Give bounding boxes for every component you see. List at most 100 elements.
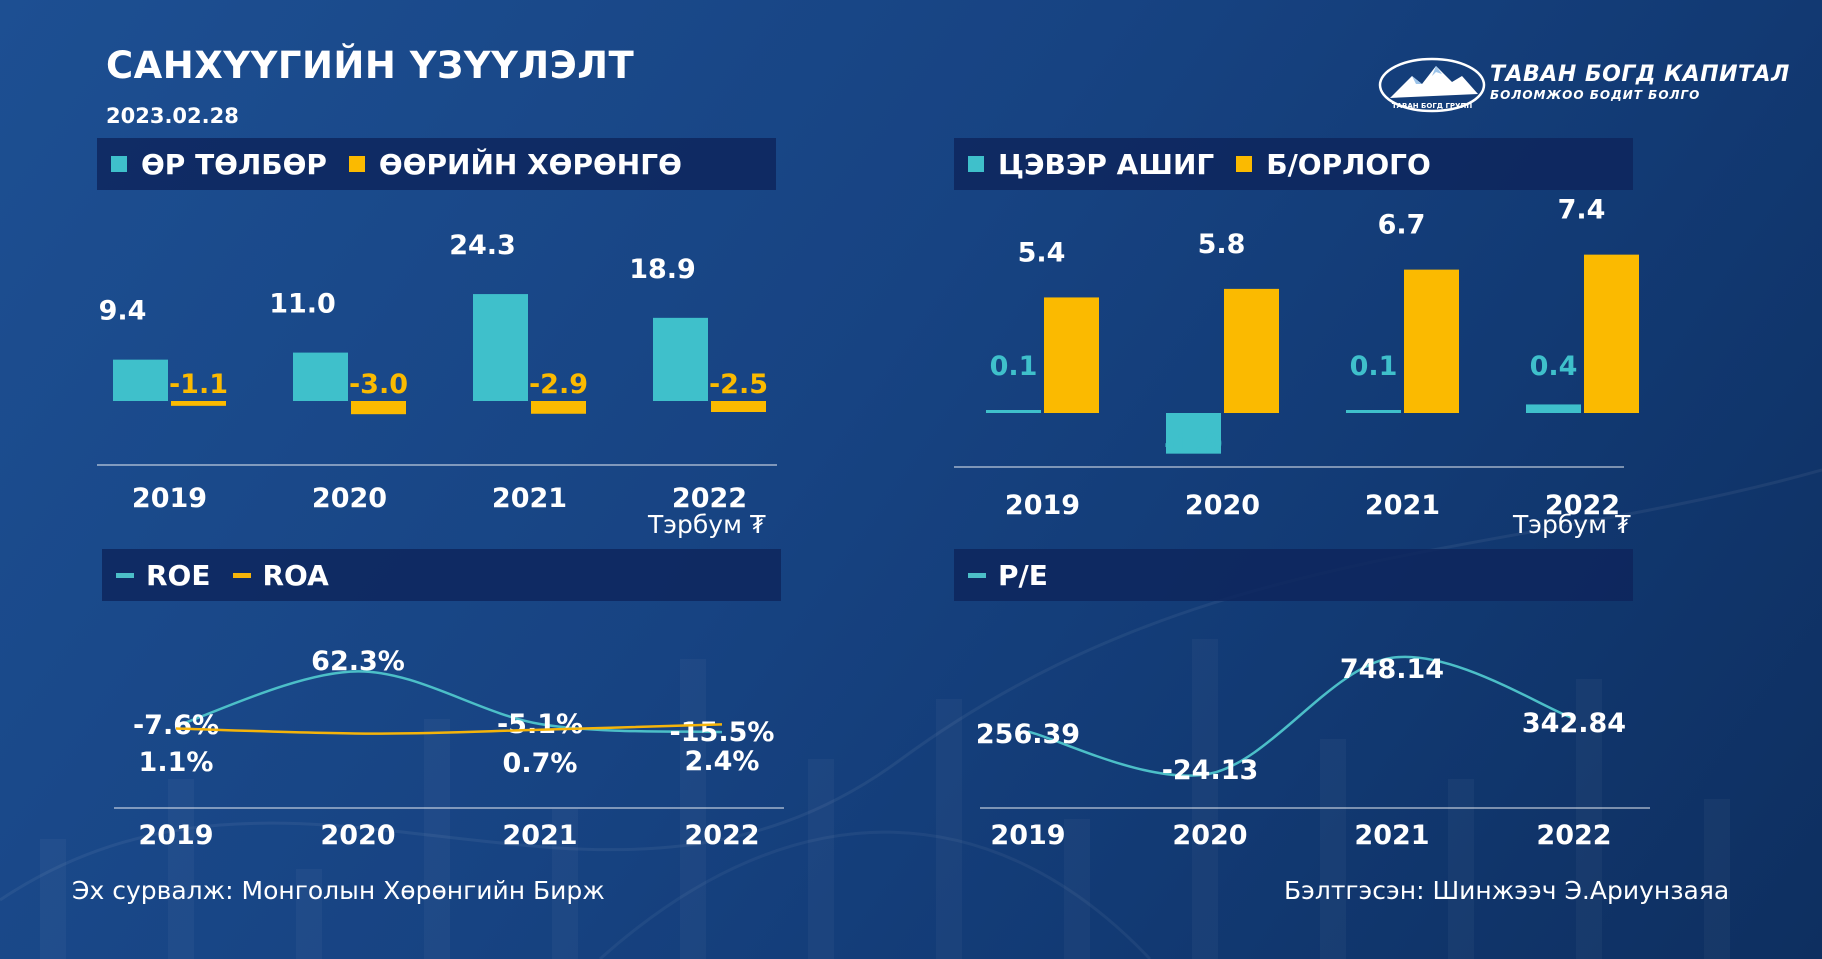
- bar-yellow: [1224, 288, 1279, 413]
- unit-label-profit-revenue: Тэрбум ₮: [1513, 510, 1631, 539]
- bar-data-label: -2.5: [709, 369, 768, 400]
- chart-profit-revenue: 2019 0.1 5.4 2020 -1.9 5.8 2021 0.1 6.7 2022 0.4 7.…: [954, 195, 1639, 521]
- mountain-logo-icon: ТАВАН БОГД ГРУПП: [1378, 57, 1486, 113]
- data-label: -15.5%: [670, 717, 775, 748]
- bar-data-label: 0.1: [990, 351, 1038, 382]
- legend-label: ROA: [262, 558, 329, 592]
- bar-teal: [1166, 413, 1221, 454]
- bar-data-label: 9.4: [99, 296, 147, 327]
- data-label: -7.6%: [133, 710, 219, 741]
- legend-line-teal: [968, 572, 986, 578]
- bar-data-label: -1.1: [169, 369, 228, 400]
- bar-data-label: -1.9: [1164, 429, 1223, 460]
- legend-profit-revenue: ЦЭВЭР АШИГ Б/ОРЛОГО: [954, 138, 1633, 190]
- legend-pe: P/E: [954, 549, 1633, 601]
- legend-item-roa: ROA: [232, 558, 329, 592]
- x-tick-label: 2020: [320, 820, 395, 851]
- legend-roe-roa: ROE ROA: [102, 549, 781, 601]
- data-label: 342.84: [1522, 708, 1626, 739]
- legend-item-roe: ROE: [116, 559, 211, 592]
- legend-swatch-teal: [111, 156, 127, 172]
- bar-teal: [986, 410, 1041, 413]
- legend-item-net-profit: ЦЭВЭР АШИГ: [968, 148, 1214, 181]
- legend-label: ӨӨРИЙН ХӨРӨНГӨ: [378, 147, 682, 181]
- x-tick-label: 2022: [672, 483, 747, 514]
- unit-label-liabilities-equity: Тэрбум ₮: [648, 510, 766, 539]
- bar-yellow: [171, 401, 226, 406]
- x-tick-label: 2021: [502, 820, 577, 851]
- bar-data-label: 7.4: [1558, 195, 1606, 226]
- x-tick-label: 2020: [1172, 820, 1247, 851]
- bar-yellow: [1044, 297, 1099, 413]
- bar-yellow: [1584, 254, 1639, 413]
- legend-item-revenue: Б/ОРЛОГО: [1236, 148, 1431, 181]
- legend-item-liabilities: ӨР ТӨЛБӨР: [111, 148, 327, 181]
- data-label: -24.13: [1162, 755, 1259, 786]
- bar-teal: [113, 359, 168, 401]
- data-label: 0.7%: [503, 748, 578, 779]
- bg-curve: [0, 468, 1822, 902]
- legend-label: ROE: [146, 558, 211, 592]
- x-tick-label: 2021: [1354, 820, 1429, 851]
- legend-item-pe: P/E: [968, 559, 1048, 592]
- page-title: САНХҮҮГИЙН ҮЗҮҮЛЭЛТ: [106, 44, 635, 87]
- prepared-by-note: Бэлтгэсэн: Шинжээч Э.Ариунзаяа: [1284, 876, 1730, 905]
- x-tick-label: 2019: [138, 820, 213, 851]
- bar-data-label: 18.9: [629, 254, 696, 285]
- data-label: -5.1%: [497, 709, 583, 740]
- bar-data-label: 11.0: [269, 289, 336, 320]
- logo-slogan: БОЛОМЖОО БОДИТ БОЛГО: [1490, 88, 1701, 102]
- legend-line-yellow: [232, 572, 251, 578]
- bar-yellow: [1404, 269, 1459, 413]
- bar-data-label: 6.7: [1378, 210, 1426, 241]
- company-logo: ТАВАН БОГД ГРУПП ТАВАН БОГД КАПИТАЛ БОЛО…: [1378, 54, 1789, 116]
- x-tick-label: 2019: [1005, 490, 1080, 521]
- data-label: 1.1%: [139, 747, 214, 778]
- bar-teal: [473, 294, 528, 401]
- series-line-roa: [175, 723, 723, 735]
- bar-data-label: 5.8: [1198, 229, 1246, 260]
- chart-roe-roa: 2019 2020 2021 2022 -7.6% 62.3% -5.1% -15.5% 1.1…: [114, 646, 784, 851]
- chart-liabilities-equity: 2019 9.4 -1.1 2020 11.0 -3.0 2021 24.3 -2.9 2022 1…: [97, 230, 777, 514]
- logo-company-name: ТАВАН БОГД КАПИТАЛ: [1490, 62, 1790, 87]
- x-tick-label: 2019: [990, 820, 1065, 851]
- bar-data-label: -2.9: [529, 369, 588, 400]
- logo-badge-text: ТАВАН БОГД ГРУПП: [1392, 102, 1473, 110]
- legend-label: ӨР ТӨЛБӨР: [141, 147, 327, 181]
- x-tick-label: 2022: [1545, 490, 1620, 521]
- legend-swatch-yellow: [1236, 156, 1253, 172]
- bar-teal: [1526, 404, 1581, 413]
- bar-data-label: 0.4: [1530, 351, 1578, 382]
- bar-data-label: 24.3: [449, 230, 516, 261]
- x-tick-label: 2022: [1536, 820, 1611, 851]
- legend-line-teal: [116, 572, 134, 578]
- legend-label: ЦЭВЭР АШИГ: [998, 147, 1215, 181]
- report-date: 2023.02.28: [106, 104, 239, 128]
- chart-pe: 2019 2020 2021 2022 256.39 -24.13 748.14 342.84: [976, 654, 1650, 851]
- bg-curve: [599, 830, 1152, 959]
- bar-yellow: [351, 401, 406, 415]
- legend-item-equity: ӨӨРИЙН ХӨРӨНГӨ: [348, 147, 682, 181]
- bg-column: [40, 839, 66, 959]
- legend-liabilities-equity: ӨР ТӨЛБӨР ӨӨРИЙН ХӨРӨНГӨ: [97, 138, 776, 190]
- bar-data-label: 0.1: [1350, 351, 1398, 382]
- bar-yellow: [531, 401, 586, 414]
- x-tick-label: 2020: [312, 483, 387, 514]
- series-line-roe: [175, 670, 723, 734]
- legend-swatch-teal: [968, 156, 984, 172]
- x-tick-label: 2021: [1365, 490, 1440, 521]
- bar-yellow: [711, 401, 766, 412]
- data-label: 748.14: [1340, 654, 1444, 685]
- bar-teal: [653, 317, 708, 401]
- x-tick-label: 2021: [492, 483, 567, 514]
- data-label: 256.39: [976, 719, 1080, 750]
- legend-label: Б/ОРЛОГО: [1266, 147, 1431, 181]
- bar-teal: [1346, 410, 1401, 413]
- x-tick-label: 2020: [1185, 490, 1260, 521]
- x-tick-label: 2019: [132, 483, 207, 514]
- bar-teal: [293, 352, 348, 401]
- bar-data-label: -3.0: [349, 369, 408, 400]
- source-note: Эх сурвалж: Монголын Хөрөнгийн Бирж: [72, 876, 605, 905]
- bar-data-label: 5.4: [1018, 237, 1066, 268]
